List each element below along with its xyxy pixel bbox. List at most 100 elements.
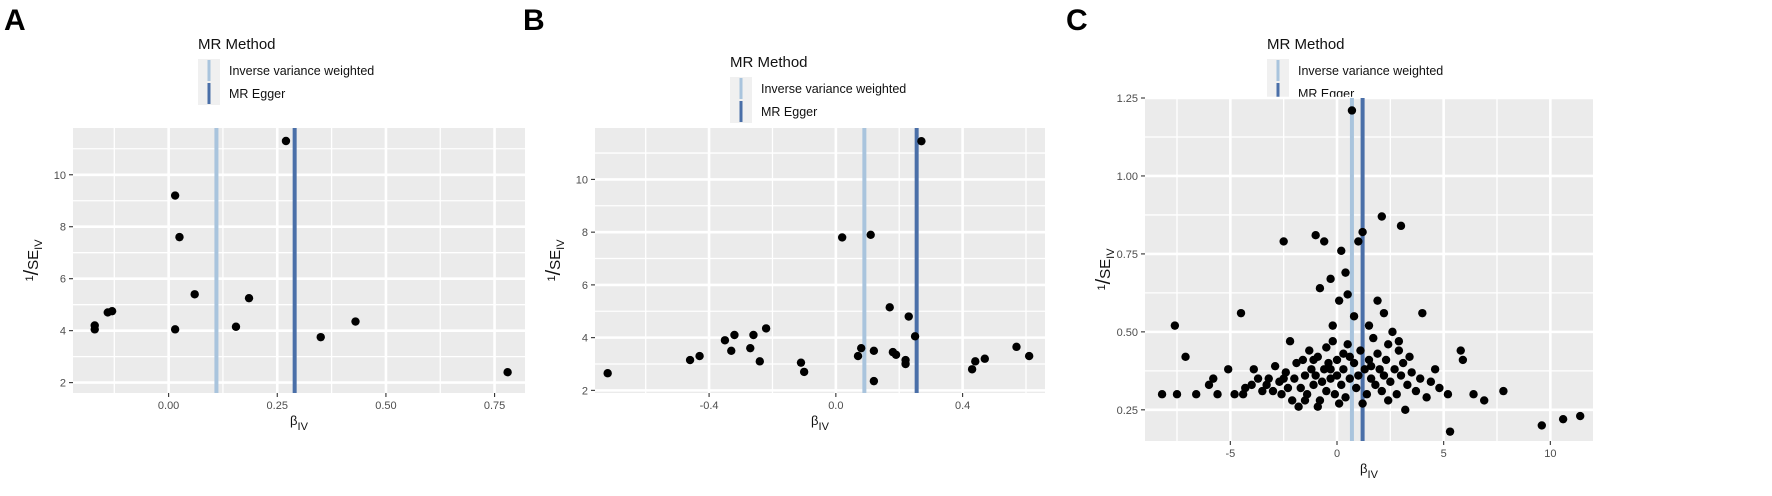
- data-point: [1320, 237, 1329, 246]
- legend-title: MR Method: [730, 54, 808, 71]
- y-tick-label: 4: [60, 326, 66, 338]
- data-point: [1332, 355, 1342, 365]
- data-point: [1249, 365, 1259, 374]
- data-point: [1403, 380, 1412, 390]
- data-point: [1334, 296, 1344, 305]
- data-point: [1341, 393, 1350, 402]
- y-tick-label: 0.50: [1117, 327, 1138, 339]
- data-point: [1279, 374, 1288, 383]
- y-tick-label: 4: [582, 333, 588, 345]
- data-point: [1343, 290, 1352, 299]
- data-point: [1401, 405, 1410, 415]
- data-point: [1358, 227, 1367, 237]
- data-point: [1253, 374, 1263, 383]
- panel-a: A MR Method Inverse variance weighted MR Eg…: [4, 4, 525, 433]
- data-point: [1381, 355, 1391, 365]
- data-point: [1294, 402, 1303, 411]
- data-point: [1300, 371, 1310, 380]
- data-point: [1270, 361, 1280, 371]
- data-point: [1386, 377, 1395, 386]
- legend-item-label: MR Egger: [761, 105, 817, 119]
- data-point: [1411, 386, 1421, 396]
- data-point: [1458, 355, 1468, 365]
- data-point: [1279, 237, 1288, 246]
- data-point: [1311, 371, 1320, 380]
- data-point: [799, 367, 809, 377]
- data-point: [866, 230, 875, 239]
- data-point: [1388, 327, 1397, 337]
- y-tick-label: 8: [60, 222, 66, 234]
- data-point: [869, 376, 879, 386]
- data-point: [1422, 393, 1431, 402]
- y-tick-label: 0.75: [1117, 249, 1138, 261]
- legend-title: MR Method: [198, 36, 276, 53]
- plot-background: [595, 128, 1045, 393]
- data-point: [853, 351, 863, 361]
- data-point: [316, 332, 325, 342]
- data-point: [1349, 358, 1359, 368]
- data-point: [1456, 346, 1465, 355]
- data-point: [190, 290, 199, 299]
- data-point: [1315, 284, 1325, 293]
- legend-key-line: [207, 60, 211, 81]
- data-point: [901, 359, 910, 369]
- data-point: [1224, 365, 1233, 374]
- data-point: [170, 325, 180, 334]
- data-point: [1354, 237, 1363, 246]
- data-point: [1247, 380, 1256, 390]
- data-point: [869, 346, 879, 356]
- data-point: [1445, 427, 1455, 436]
- data-point: [917, 136, 926, 146]
- data-point: [1320, 365, 1329, 374]
- data-point: [1343, 340, 1352, 349]
- x-tick-label: 0.75: [484, 400, 505, 412]
- data-points: [1157, 106, 1585, 436]
- data-point: [1322, 343, 1331, 352]
- data-point: [727, 346, 736, 356]
- gridlines: [73, 128, 525, 393]
- data-point: [1170, 321, 1180, 330]
- data-point: [730, 330, 739, 340]
- data-point: [885, 303, 894, 312]
- data-points: [90, 136, 512, 377]
- data-point: [1192, 390, 1201, 399]
- data-point: [1326, 274, 1335, 284]
- data-point: [1394, 337, 1404, 346]
- data-point: [1366, 361, 1376, 371]
- data-point: [980, 354, 989, 363]
- data-point: [910, 332, 920, 341]
- x-tick-label: -0.4: [700, 400, 719, 412]
- data-point: [1213, 390, 1222, 399]
- data-point: [231, 322, 241, 331]
- data-point: [1258, 386, 1267, 396]
- data-point: [1317, 377, 1327, 386]
- gridlines: [1145, 96, 1593, 441]
- data-point: [1392, 390, 1401, 399]
- y-tick-label: 2: [582, 385, 588, 397]
- data-point: [1157, 390, 1167, 399]
- y-tick-label: 8: [582, 227, 588, 239]
- x-axis-label: βIV: [1360, 461, 1379, 481]
- data-point: [1332, 371, 1342, 380]
- data-point: [1384, 396, 1393, 405]
- data-point: [1292, 358, 1301, 368]
- data-point: [1334, 399, 1344, 408]
- data-point: [175, 232, 184, 242]
- data-point: [1283, 383, 1293, 393]
- data-point: [1435, 383, 1444, 393]
- data-point: [1313, 402, 1323, 411]
- data-point: [1358, 399, 1367, 408]
- data-point: [1345, 352, 1355, 362]
- legend-key-line: [739, 101, 743, 122]
- data-points: [603, 136, 1034, 386]
- data-point: [1337, 380, 1346, 390]
- data-point: [856, 343, 866, 353]
- data-point: [1328, 337, 1337, 346]
- data-point: [1309, 355, 1318, 365]
- x-tick-label: 0: [1334, 448, 1340, 460]
- data-point: [1377, 212, 1387, 221]
